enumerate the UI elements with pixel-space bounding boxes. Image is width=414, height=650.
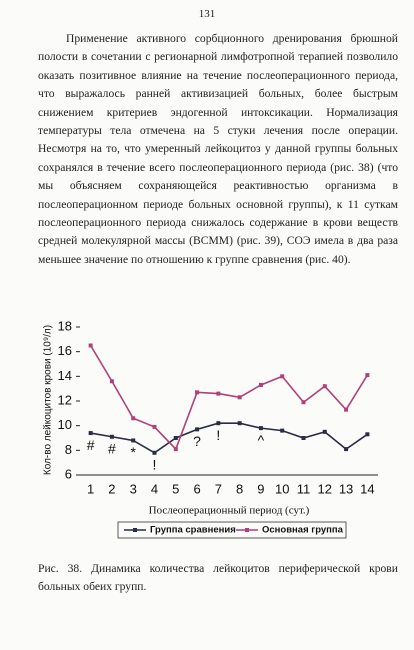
data-point	[173, 436, 178, 440]
data-point	[195, 390, 200, 395]
data-point	[280, 374, 285, 379]
legend-label: Группа сравнения	[150, 525, 236, 536]
y-tick-label: 14	[58, 368, 72, 383]
x-tick-label: 5	[172, 481, 179, 496]
data-point	[344, 447, 349, 452]
legend-box	[117, 521, 347, 539]
series-line	[90, 422, 368, 454]
data-point	[88, 431, 93, 436]
y-tick-label: 16	[58, 343, 72, 358]
x-tick-label: 10	[275, 481, 289, 496]
data-point	[152, 424, 157, 429]
data-point	[258, 382, 263, 387]
y-tick-label: 10	[58, 417, 72, 432]
data-point	[173, 447, 178, 452]
data-point	[280, 428, 285, 433]
x-tick-label: 1	[87, 481, 94, 496]
data-point	[131, 438, 136, 443]
legend-marker	[133, 528, 137, 532]
data-point	[195, 427, 200, 432]
data-point	[216, 421, 221, 426]
y-tick-label: 18	[58, 318, 72, 333]
data-point	[237, 395, 242, 400]
data-point	[109, 434, 114, 439]
annotation: ^	[258, 432, 265, 448]
annotation: #	[87, 437, 95, 453]
annotation: !	[216, 427, 220, 443]
data-point	[322, 384, 327, 389]
data-point	[131, 416, 136, 421]
data-point	[109, 379, 114, 384]
data-point	[88, 343, 93, 348]
x-tick-label: 9	[257, 481, 264, 496]
page-number: 131	[198, 8, 216, 20]
data-point	[365, 373, 370, 378]
annotation: !	[153, 457, 157, 473]
data-point	[258, 426, 263, 431]
x-tick-label: 2	[108, 481, 115, 496]
x-tick-label: 7	[215, 481, 222, 496]
x-tick-label: 14	[360, 481, 374, 496]
x-tick-label: 13	[339, 481, 353, 496]
y-tick-label: 12	[58, 392, 72, 407]
data-point	[216, 391, 221, 396]
annotation: *	[130, 444, 136, 460]
data-point	[237, 421, 242, 426]
caption: Рис. 38. Динамика количества лейкоцитов …	[38, 562, 398, 594]
data-point	[301, 400, 306, 405]
series-line	[89, 345, 369, 451]
x-tick-label: 12	[318, 481, 332, 496]
x-tick-label: 11	[297, 481, 311, 496]
annotation: ?	[193, 433, 201, 449]
x-axis-title: Послеоперационный период (сут.)	[149, 505, 310, 517]
y-tick-label: 6	[65, 466, 72, 481]
y-axis-title: Кол-во лейкоцитов крови (10⁹/л)	[43, 325, 54, 475]
legend-label: Основная группа	[262, 525, 344, 536]
x-tick-label: 3	[130, 481, 137, 496]
x-tick-label: 8	[236, 481, 243, 496]
legend-marker	[245, 528, 249, 532]
data-point	[365, 432, 370, 437]
data-point	[152, 450, 157, 455]
data-point	[322, 429, 327, 434]
paragraph: Применение активного сорбционного дренир…	[38, 32, 398, 266]
x-tick-label: 4	[151, 481, 158, 496]
x-tick-label: 6	[193, 481, 200, 496]
annotation: #	[108, 440, 116, 456]
data-point	[301, 436, 306, 440]
data-point	[344, 407, 349, 412]
y-tick-label: 8	[65, 442, 72, 457]
